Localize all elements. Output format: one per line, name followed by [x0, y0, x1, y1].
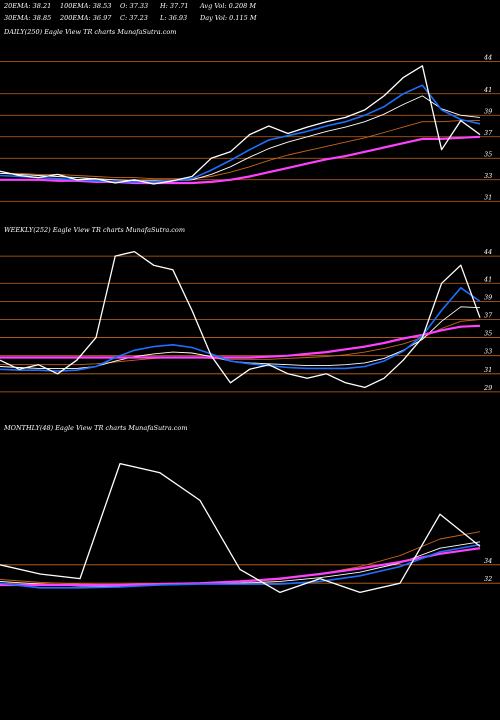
daily-ema-long-line [0, 120, 480, 180]
weekly-tick-label: 44 [483, 248, 492, 256]
weekly-tick-label: 31 [484, 366, 492, 374]
daily-tick-label: 31 [484, 193, 492, 201]
daily-panel-label: DAILY(250) Eagle View TR charts MunafaSu… [4, 28, 177, 36]
header-ema20: 20EMA: 38.21 [4, 2, 52, 10]
monthly-ema-long-line [0, 531, 481, 586]
header-close: C: 37.23 [120, 14, 148, 22]
daily-tick-label: 41 [483, 86, 492, 94]
monthly-tick-label: 34 [484, 557, 492, 565]
weekly-tick-label: 35 [484, 330, 492, 338]
weekly-ema-slow-line [0, 324, 481, 359]
daily-ema-slow-line [0, 135, 481, 185]
weekly-tick-label: 29 [483, 384, 492, 392]
weekly-tick-label: 37 [484, 311, 493, 319]
daily-tick-label: 39 [484, 107, 492, 115]
monthly-price-line [0, 462, 481, 594]
header-open: O: 37.33 [120, 2, 149, 10]
daily-chart: 44 41 39 37 35 33 31 [0, 54, 500, 202]
monthly-panel-label: MONTHLY(48) Eagle View TR charts MunafaS… [4, 424, 188, 432]
monthly-ema-slow-line [0, 547, 481, 587]
daily-ema-fast-line [0, 84, 481, 183]
monthly-ema-fast-line [0, 543, 481, 589]
header-high: H: 37.71 [160, 2, 189, 10]
header-day-vol: Day Vol: 0.115 M [200, 14, 257, 22]
header-avg-vol: Avg Vol: 0.208 M [200, 2, 257, 10]
weekly-chart: 44 41 39 37 35 33 31 29 [0, 248, 500, 393]
weekly-ema-long-line [0, 319, 481, 366]
weekly-panel-label: WEEKLY(252) Eagle View TR charts MunafaS… [4, 226, 185, 234]
daily-tick-label: 44 [483, 54, 492, 62]
daily-tick-label: 33 [484, 172, 492, 180]
header-ema100: 100EMA: 38.53 [60, 2, 112, 10]
monthly-chart: 34 32 [0, 462, 500, 594]
weekly-tick-label: 41 [483, 275, 492, 283]
daily-tick-label: 35 [484, 150, 492, 158]
monthly-tick-label: 32 [484, 575, 492, 583]
header-low: L: 36.93 [160, 14, 188, 22]
header-ema30: 30EMA: 38.85 [4, 14, 52, 22]
daily-tick-label: 37 [484, 129, 493, 137]
weekly-tick-label: 39 [484, 293, 492, 301]
daily-ema-mid-line [0, 95, 481, 182]
weekly-price-line [0, 250, 481, 389]
daily-price-line [0, 65, 481, 185]
header-ema200: 200EMA: 36.97 [60, 14, 112, 22]
weekly-ema-fast-line [0, 286, 481, 372]
weekly-tick-label: 33 [484, 348, 492, 356]
